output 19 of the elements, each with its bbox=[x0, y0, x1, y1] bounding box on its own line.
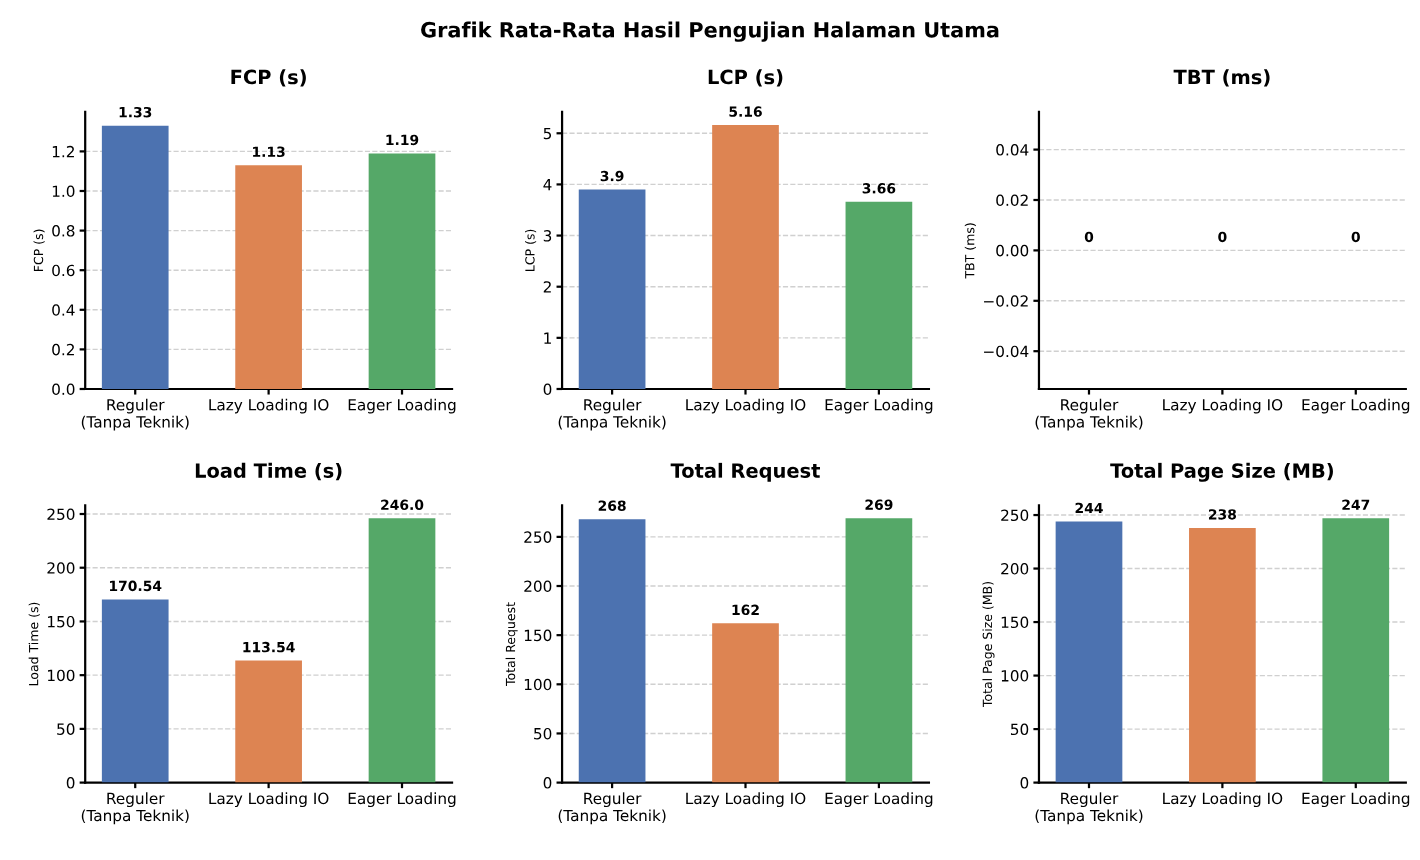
chart-title: TBT (ms) bbox=[1173, 69, 1270, 87]
chart-title: Load Time (s) bbox=[195, 462, 342, 481]
bar bbox=[845, 201, 913, 389]
bar bbox=[712, 623, 779, 783]
bar bbox=[235, 660, 302, 783]
bar bbox=[235, 165, 302, 389]
chart-title: Total Request bbox=[670, 462, 820, 482]
bar bbox=[578, 189, 646, 389]
bar bbox=[368, 518, 436, 783]
bar bbox=[712, 125, 779, 389]
bar bbox=[101, 125, 169, 389]
bar bbox=[368, 153, 436, 389]
chart-title: FCP (s) bbox=[231, 69, 306, 87]
bar bbox=[845, 518, 913, 783]
text: Grafik Rata-Rata Hasil Pengujian Halaman Utama bbox=[421, 21, 999, 42]
bar bbox=[578, 519, 646, 783]
chart-title: LCP (s) bbox=[708, 69, 783, 87]
chart-title: Total Page Size (MB) bbox=[1110, 462, 1333, 482]
bar bbox=[101, 599, 169, 783]
